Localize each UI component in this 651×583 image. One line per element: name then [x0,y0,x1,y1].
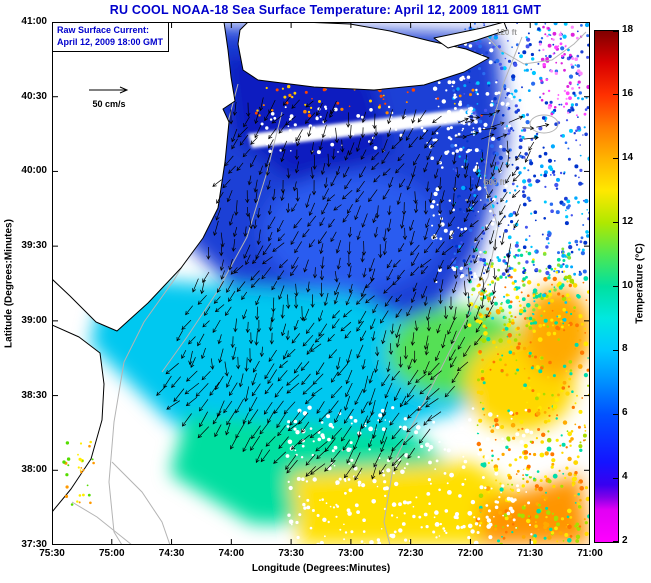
colorbar-tick-mark [613,94,618,96]
colorbar-tick-mark [613,413,618,415]
x-tick-label: 74:00 [218,548,245,559]
colorbar-tick-mark [613,158,618,160]
colorbar-tick-mark [613,31,618,32]
y-tick-label: 39:00 [21,314,47,326]
y-tick-label: 41:00 [21,16,47,27]
land-speckles [62,440,95,506]
colorbar-label: Temperature (°C) [634,243,646,324]
colorbar-tick-label: 2 [622,535,628,546]
colorbar [594,30,619,543]
x-tick-label: 72:30 [397,548,424,559]
new-jersey-mainland [52,22,236,332]
scale-arrow-icon [89,86,129,94]
sst-map [52,22,590,545]
sst-map-plot: Raw Surface Current: April 12, 2009 18:0… [52,22,590,545]
current-legend-line1: Raw Surface Current: [57,25,150,35]
current-legend-line2: April 12, 2009 18:00 GMT [57,36,164,47]
x-tick-label: 75:30 [39,548,65,559]
x-tick-label: 75:00 [98,548,125,559]
scale-arrow-label: 50 cm/s [92,99,126,109]
colorbar-tick-mark [613,222,618,224]
x-tick-label: 72:00 [457,548,484,559]
x-tick-label: 73:00 [338,548,364,559]
map-layers [52,22,590,545]
y-tick-label: 40:30 [21,90,47,102]
plot-frame [52,22,590,545]
y-axis-label: Latitude (Degrees:Minutes) [3,219,15,348]
x-tick-label: 73:30 [278,548,304,559]
colorbar-tick-label: 16 [622,87,634,99]
colorbar-tick-mark [613,349,618,351]
current-vectors [156,96,550,481]
current-scale: 50 cm/s [84,82,134,109]
figure-title: RU COOL NOAA-18 Sea Surface Temperature:… [109,3,542,17]
depth-contour-label: 120 ft [496,28,517,37]
y-tick-label: 39:30 [21,240,47,252]
y-tick-label: 37:30 [21,539,47,550]
colorbar-tick-mark [613,541,618,542]
colorbar-tick-mark [613,286,618,287]
land [52,22,508,513]
y-tick-label: 38:00 [21,464,47,476]
long-island [237,22,490,91]
depth-contour-label: 600 ft [484,178,505,187]
colorbar-tick-label: 8 [622,343,628,355]
colorbar-tick-label: 12 [622,215,634,227]
x-tick-label: 74:30 [158,548,185,559]
colorbar-tick-label: 18 [622,24,634,35]
x-tick-label: 71:30 [517,548,544,559]
colorbar-tick-label: 4 [622,471,628,483]
y-tick-label: 40:00 [21,165,47,177]
x-tick-label: 71:00 [577,548,603,559]
colorbar-tick-mark [613,477,618,479]
delmarva-peninsula [52,324,105,513]
current-legend-box: Raw Surface Current: April 12, 2009 18:0… [52,22,170,53]
long-island-north-fork [433,22,508,49]
colorbar-tick-label: 6 [622,407,628,419]
cloud-speckles [254,22,590,545]
sst-field [90,22,590,545]
colorbar-tick-label: 14 [622,151,634,163]
x-axis-label: Longitude (Degrees:Minutes) [251,563,391,574]
colorbar-tick-label: 10 [622,279,634,291]
y-tick-label: 38:30 [21,389,47,401]
